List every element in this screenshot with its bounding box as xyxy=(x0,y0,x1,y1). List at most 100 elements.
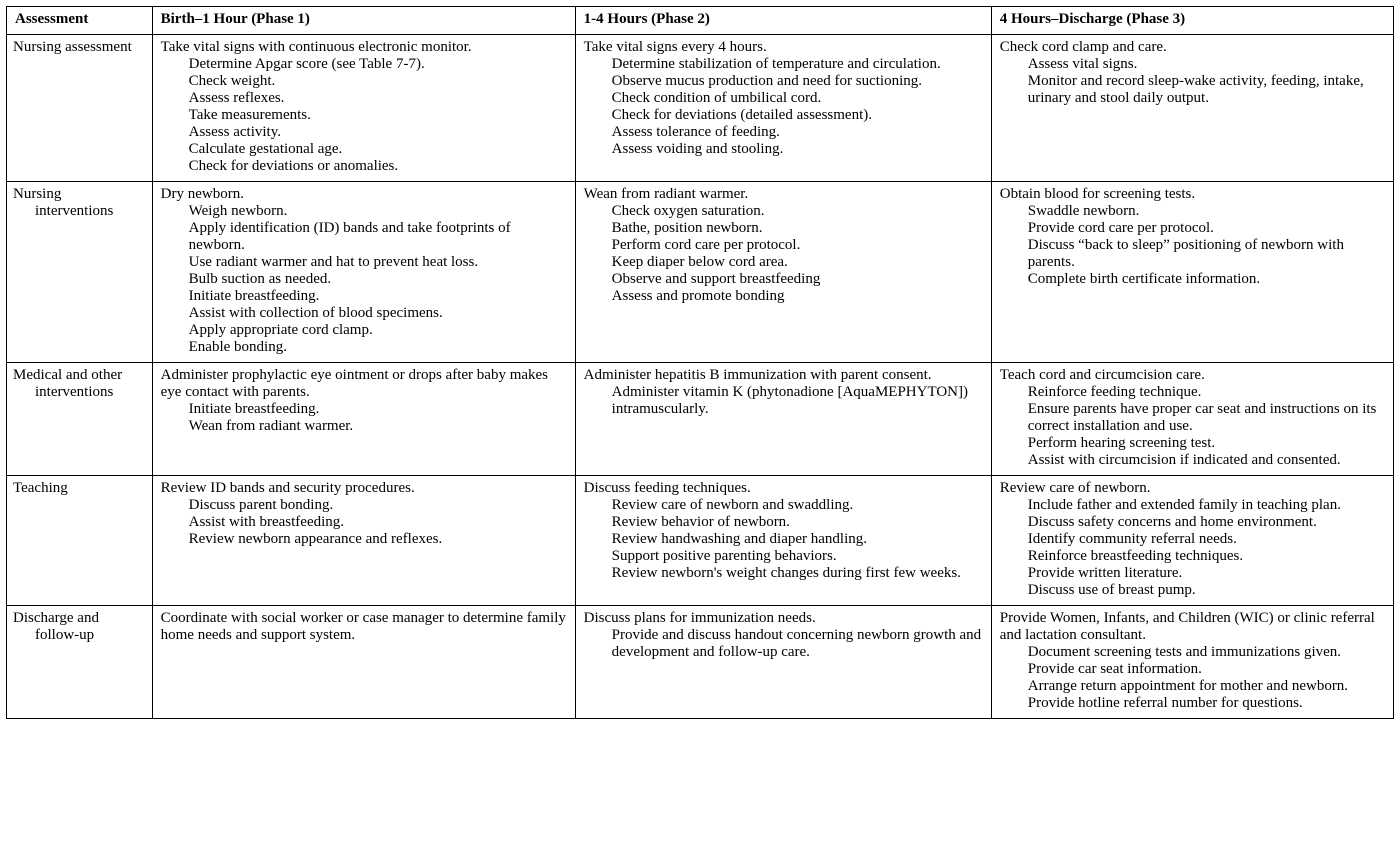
cell-sub-text: Monitor and record sleep-wake activity, … xyxy=(1000,73,1385,107)
cell-lead-text: Review care of newborn. xyxy=(1000,480,1385,497)
cell-sub-text: Determine stabilization of temperature a… xyxy=(584,56,983,73)
cell-sub-text: Provide written literature. xyxy=(1000,565,1385,582)
row-label-line: Discharge and xyxy=(13,610,144,627)
cell-lead-text: Discuss feeding techniques. xyxy=(584,480,983,497)
table-row: Teaching Review ID bands and security pro… xyxy=(7,476,1394,606)
table-row: Nursing assessment Take vital signs with … xyxy=(7,35,1394,182)
cell-sub-text: Assist with circumcision if indicated an… xyxy=(1000,452,1385,469)
header-phase3: 4 Hours–Discharge (Phase 3) xyxy=(991,7,1393,35)
cell-sub-text: Provide cord care per protocol. xyxy=(1000,220,1385,237)
cell-sub-text: Discuss parent bonding. xyxy=(161,497,567,514)
cell-sub-text: Review newborn's weight changes during f… xyxy=(584,565,983,582)
cell-sub-text: Bathe, position newborn. xyxy=(584,220,983,237)
cell-sub-text: Reinforce breastfeeding techniques. xyxy=(1000,548,1385,565)
cell-sub-text: Perform hearing screening test. xyxy=(1000,435,1385,452)
cell-sub-text: Keep diaper below cord area. xyxy=(584,254,983,271)
cell-sub-text: Apply identification (ID) bands and take… xyxy=(161,220,567,254)
cell-sub-text: Apply appropriate cord clamp. xyxy=(161,322,567,339)
cell-sub-text: Review newborn appearance and reflexes. xyxy=(161,531,567,548)
cell-sub-text: Include father and extended family in te… xyxy=(1000,497,1385,514)
cell-sub-text: Support positive parenting behaviors. xyxy=(584,548,983,565)
cell-phase1: Take vital signs with continuous electro… xyxy=(152,35,575,182)
cell-phase3: Check cord clamp and care.Assess vital s… xyxy=(991,35,1393,182)
cell-sub-text: Identify community referral needs. xyxy=(1000,531,1385,548)
cell-sub-text: Assess reflexes. xyxy=(161,90,567,107)
cell-lead-text: Take vital signs every 4 hours. xyxy=(584,39,983,56)
cell-lead-text: Review ID bands and security procedures. xyxy=(161,480,567,497)
cell-lead-text: Administer prophylactic eye ointment or … xyxy=(161,367,567,401)
cell-sub-text: Review behavior of newborn. xyxy=(584,514,983,531)
cell-sub-text: Use radiant warmer and hat to prevent he… xyxy=(161,254,567,271)
cell-sub-text: Arrange return appointment for mother an… xyxy=(1000,678,1385,695)
cell-sub-text: Reinforce feeding technique. xyxy=(1000,384,1385,401)
table-row: Discharge andfollow-upCoordinate with so… xyxy=(7,606,1394,719)
cell-lead-text: Provide Women, Infants, and Children (WI… xyxy=(1000,610,1385,644)
header-assessment: Assessment xyxy=(7,7,153,35)
cell-sub-text: Review handwashing and diaper handling. xyxy=(584,531,983,548)
cell-sub-text: Enable bonding. xyxy=(161,339,567,356)
cell-sub-text: Ensure parents have proper car seat and … xyxy=(1000,401,1385,435)
cell-sub-text: Provide hotline referral number for ques… xyxy=(1000,695,1385,712)
cell-lead-text: Check cord clamp and care. xyxy=(1000,39,1385,56)
cell-phase3: Teach cord and circumcision care.Reinfor… xyxy=(991,363,1393,476)
cell-sub-text: Weigh newborn. xyxy=(161,203,567,220)
cell-phase1: Dry newborn.Weigh newborn.Apply identifi… xyxy=(152,182,575,363)
cell-sub-text: Provide car seat information. xyxy=(1000,661,1385,678)
cell-lead-text: Take vital signs with continuous electro… xyxy=(161,39,567,56)
cell-phase1: Coordinate with social worker or case ma… xyxy=(152,606,575,719)
cell-lead-text: Teach cord and circumcision care. xyxy=(1000,367,1385,384)
header-phase2: 1-4 Hours (Phase 2) xyxy=(575,7,991,35)
cell-phase2: Administer hepatitis B immunization with… xyxy=(575,363,991,476)
row-label-line: Nursing xyxy=(13,186,144,203)
row-label: Medical and otherinterventions xyxy=(7,363,153,476)
cell-sub-text: Check condition of umbilical cord. xyxy=(584,90,983,107)
row-label: Teaching xyxy=(7,476,153,606)
cell-sub-text: Administer vitamin K (phytonadione [Aqua… xyxy=(584,384,983,418)
row-label-line: interventions xyxy=(13,203,144,220)
cell-sub-text: Review care of newborn and swaddling. xyxy=(584,497,983,514)
cell-phase1: Review ID bands and security procedures.… xyxy=(152,476,575,606)
cell-lead-text: Wean from radiant warmer. xyxy=(584,186,983,203)
cell-sub-text: Bulb suction as needed. xyxy=(161,271,567,288)
cell-sub-text: Observe and support breastfeeding xyxy=(584,271,983,288)
cell-sub-text: Observe mucus production and need for su… xyxy=(584,73,983,90)
cell-phase1: Administer prophylactic eye ointment or … xyxy=(152,363,575,476)
cell-phase2: Discuss feeding techniques.Review care o… xyxy=(575,476,991,606)
cell-sub-text: Check for deviations (detailed assessmen… xyxy=(584,107,983,124)
cell-sub-text: Wean from radiant warmer. xyxy=(161,418,567,435)
newborn-care-phases-table: Assessment Birth–1 Hour (Phase 1) 1-4 Ho… xyxy=(6,6,1394,719)
cell-sub-text: Assess tolerance of feeding. xyxy=(584,124,983,141)
cell-phase3: Provide Women, Infants, and Children (WI… xyxy=(991,606,1393,719)
cell-phase3: Obtain blood for screening tests.Swaddle… xyxy=(991,182,1393,363)
cell-sub-text: Initiate breastfeeding. xyxy=(161,401,567,418)
row-label-line: Nursing assessment xyxy=(13,39,144,56)
cell-sub-text: Assist with collection of blood specimen… xyxy=(161,305,567,322)
cell-sub-text: Check weight. xyxy=(161,73,567,90)
cell-sub-text: Initiate breastfeeding. xyxy=(161,288,567,305)
cell-sub-text: Calculate gestational age. xyxy=(161,141,567,158)
cell-lead-text: Obtain blood for screening tests. xyxy=(1000,186,1385,203)
header-phase1: Birth–1 Hour (Phase 1) xyxy=(152,7,575,35)
cell-sub-text: Discuss use of breast pump. xyxy=(1000,582,1385,599)
cell-sub-text: Check for deviations or anomalies. xyxy=(161,158,567,175)
row-label-line: interventions xyxy=(13,384,144,401)
cell-phase2: Wean from radiant warmer.Check oxygen sa… xyxy=(575,182,991,363)
cell-sub-text: Swaddle newborn. xyxy=(1000,203,1385,220)
table-row: Nursinginterventions Dry newborn.Weigh ne… xyxy=(7,182,1394,363)
cell-phase3: Review care of newborn.Include father an… xyxy=(991,476,1393,606)
cell-phase2: Take vital signs every 4 hours.Determine… xyxy=(575,35,991,182)
cell-phase2: Discuss plans for immunization needs.Pro… xyxy=(575,606,991,719)
cell-sub-text: Complete birth certificate information. xyxy=(1000,271,1385,288)
cell-lead-text: Dry newborn. xyxy=(161,186,567,203)
cell-sub-text: Assess activity. xyxy=(161,124,567,141)
cell-lead-text: Administer hepatitis B immunization with… xyxy=(584,367,983,384)
row-label-line: Teaching xyxy=(13,480,144,497)
table-header-row: Assessment Birth–1 Hour (Phase 1) 1-4 Ho… xyxy=(7,7,1394,35)
cell-sub-text: Assess vital signs. xyxy=(1000,56,1385,73)
table-row: Medical and otherinterventionsAdminister… xyxy=(7,363,1394,476)
cell-sub-text: Check oxygen saturation. xyxy=(584,203,983,220)
cell-sub-text: Discuss “back to sleep” positioning of n… xyxy=(1000,237,1385,271)
cell-sub-text: Assess voiding and stooling. xyxy=(584,141,983,158)
cell-lead-text: Coordinate with social worker or case ma… xyxy=(161,610,567,644)
row-label-line: Medical and other xyxy=(13,367,144,384)
